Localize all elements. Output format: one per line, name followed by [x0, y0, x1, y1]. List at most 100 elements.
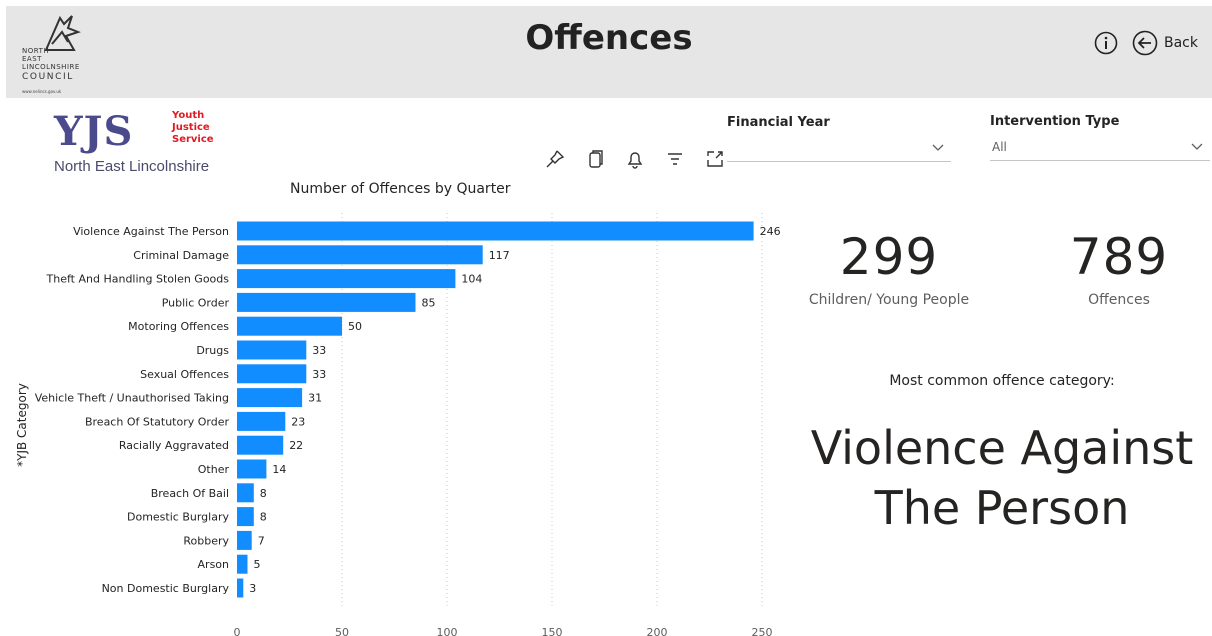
data-label: 33	[312, 368, 326, 381]
bar[interactable]	[237, 483, 254, 503]
back-button-label: Back	[1164, 35, 1198, 51]
focus-mode-button[interactable]: 2	[704, 142, 735, 170]
copy-visual-button[interactable]	[584, 148, 606, 170]
council-crest-icon	[44, 15, 81, 51]
bar[interactable]	[237, 316, 342, 336]
council-logo-line2: EAST	[22, 55, 42, 63]
y-category-label: Vehicle Theft / Unauthorised Taking	[35, 392, 229, 405]
intervention-type-value: All	[992, 140, 1007, 154]
x-tick-label: 250	[752, 626, 773, 636]
offences-bar-chart: 0 50 100 150 200 250 Violence Against The Pers…	[15, 213, 781, 636]
intervention-type-slicer: Intervention Type All	[990, 114, 1210, 161]
data-label: 50	[348, 320, 362, 333]
intervention-type-label: Intervention Type	[990, 114, 1120, 129]
financial-year-label: Financial Year	[727, 115, 830, 130]
yjs-logo-sub2: Justice	[172, 122, 210, 133]
y-category-label: Breach Of Statutory Order	[85, 415, 230, 428]
bar[interactable]	[237, 388, 303, 408]
council-logo-line1: NORTH	[22, 47, 50, 55]
chevron-down-icon	[932, 144, 944, 151]
council-logo-line3: LINCOLNSHIRE	[22, 63, 80, 71]
y-category-label: Theft And Handling Stolen Goods	[46, 273, 230, 286]
bar[interactable]	[237, 292, 416, 312]
data-label: 14	[272, 463, 286, 476]
x-tick-label: 50	[335, 626, 349, 636]
back-arrow-icon	[1132, 30, 1158, 56]
data-label: 85	[422, 296, 436, 309]
data-label: 3	[249, 582, 256, 595]
bar[interactable]	[237, 459, 267, 479]
data-label: 33	[312, 344, 326, 357]
subscribe-alert-button[interactable]	[624, 148, 646, 170]
bell-icon	[627, 152, 643, 169]
pin-visual-button[interactable]	[544, 148, 566, 170]
council-logo: NORTH EAST LINCOLNSHIRE COUNCIL www.neli…	[20, 14, 100, 94]
data-label: 246	[760, 225, 781, 238]
data-label: 23	[291, 415, 305, 428]
most-common-offence-value: Violence Against The Person	[800, 418, 1204, 538]
bar[interactable]	[237, 269, 456, 289]
bar[interactable]	[237, 364, 307, 384]
y-category-label: Criminal Damage	[133, 249, 229, 262]
most-common-offence-line1: Violence Against	[810, 421, 1194, 475]
offences-count-value: 789	[1069, 228, 1169, 286]
y-category-label: Public Order	[162, 296, 230, 309]
council-logo-line4: COUNCIL	[22, 72, 74, 82]
bar[interactable]	[237, 411, 286, 431]
y-category-label: Non Domestic Burglary	[102, 582, 230, 595]
most-common-offence-label: Most common offence category:	[889, 373, 1115, 389]
y-category-label: Racially Aggravated	[119, 439, 229, 452]
data-label: 5	[254, 558, 261, 571]
intervention-type-dropdown[interactable]: All	[990, 134, 1210, 161]
x-tick-label: 0	[234, 626, 241, 636]
children-count-label: Children/ Young People	[808, 292, 970, 308]
chart-title: Number of Offences by Quarter	[290, 181, 511, 197]
x-tick-label: 100	[437, 626, 458, 636]
back-button[interactable]: Back	[1132, 30, 1198, 56]
data-label: 7	[258, 534, 265, 547]
focus-mode-icon	[707, 151, 723, 167]
x-tick-label: 150	[542, 626, 563, 636]
data-label: 31	[308, 392, 322, 405]
council-logo-url: www.nelincs.gov.uk	[22, 89, 62, 94]
bar[interactable]	[237, 554, 248, 574]
report-header: NORTH EAST LINCOLNSHIRE COUNCIL www.neli…	[6, 6, 1212, 98]
bar[interactable]	[237, 435, 284, 455]
filter-icon	[668, 153, 682, 165]
bar[interactable]	[237, 221, 754, 241]
yjs-logo-subtitle: Youth Justice Service	[172, 110, 214, 146]
financial-year-dropdown[interactable]	[727, 135, 951, 162]
y-category-label: Sexual Offences	[140, 368, 229, 381]
bar[interactable]	[237, 340, 307, 360]
filter-button[interactable]	[664, 148, 686, 170]
y-category-label: Other	[198, 463, 230, 476]
most-common-offence-line2: The Person	[874, 481, 1130, 535]
copy-icon	[589, 150, 603, 168]
yjs-logo-sub3: Service	[172, 134, 214, 145]
y-category-label: Breach Of Bail	[151, 487, 229, 500]
financial-year-slicer: Financial Year	[727, 115, 951, 162]
bar[interactable]	[237, 578, 244, 598]
info-icon	[1094, 31, 1118, 55]
info-button[interactable]	[1094, 31, 1118, 55]
yjs-logo-region: North East Lincolnshire	[54, 158, 210, 175]
bar[interactable]	[237, 507, 254, 527]
data-label: 104	[461, 273, 482, 286]
data-label: 8	[260, 511, 267, 524]
page-title: Offences	[525, 18, 693, 58]
yjs-logo-letters: YJS	[54, 108, 134, 155]
data-label: 22	[289, 439, 303, 452]
x-tick-label: 200	[647, 626, 668, 636]
y-category-label: Arson	[198, 558, 230, 571]
data-label: 8	[260, 487, 267, 500]
bar[interactable]	[237, 530, 252, 550]
y-category-label: Domestic Burglary	[127, 511, 229, 524]
yjs-logo: YJS Youth Justice Service North East Lin…	[52, 108, 222, 178]
data-label: 117	[489, 249, 510, 262]
y-category-label: Robbery	[183, 534, 229, 547]
offences-count-label: Offences	[1088, 292, 1150, 308]
y-axis-title: *YJB Category	[15, 383, 29, 467]
bar[interactable]	[237, 245, 483, 265]
y-category-label: Violence Against The Person	[73, 225, 229, 238]
pin-icon	[546, 150, 565, 168]
